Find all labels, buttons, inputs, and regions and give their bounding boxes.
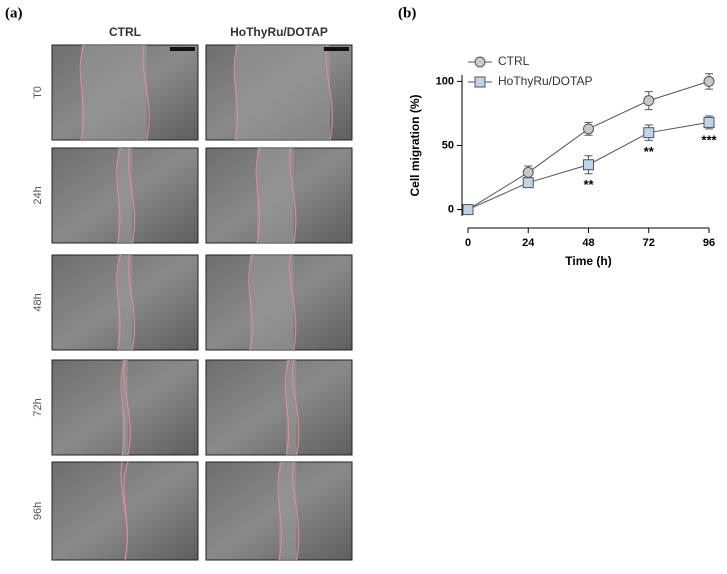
- wound-edge: [127, 147, 136, 244]
- wound-area: [249, 255, 294, 350]
- x-tick-label: 0: [465, 237, 471, 249]
- row-label: 96h: [32, 502, 44, 520]
- data-point: [462, 204, 474, 216]
- panel-label: (b): [398, 5, 416, 21]
- row-label: 48h: [32, 293, 44, 311]
- wound-edge: [123, 359, 131, 456]
- legend-marker: [474, 56, 486, 68]
- wound-area: [235, 45, 331, 140]
- wound-area: [286, 360, 297, 455]
- data-point: [703, 75, 715, 87]
- significance: **: [583, 177, 594, 192]
- legend-label: HoThyRu/DOTAP: [498, 74, 592, 88]
- wound-edge: [79, 44, 85, 141]
- wound-edge: [116, 254, 122, 351]
- wound-edge: [292, 461, 300, 561]
- wound-area: [81, 45, 147, 140]
- y-axis-label: Cell migration (%): [408, 94, 422, 196]
- data-point: [583, 123, 594, 135]
- wound-edge: [277, 461, 283, 561]
- data-point: [522, 177, 534, 189]
- legend-label: CTRL: [498, 54, 530, 68]
- wound-edge: [325, 44, 333, 141]
- significance: ***: [701, 132, 717, 147]
- wound-edge: [255, 147, 261, 244]
- wound-edge: [120, 359, 126, 456]
- wound-edge: [233, 44, 239, 141]
- x-tick-label: 24: [522, 237, 535, 249]
- column-header: HoThyRu/DOTAP: [230, 25, 328, 39]
- data-point: [703, 116, 715, 128]
- wound-edge: [292, 359, 300, 456]
- significance: **: [644, 144, 655, 159]
- legend-marker: [474, 76, 486, 88]
- x-tick-label: 48: [582, 237, 594, 249]
- data-point: [643, 127, 655, 139]
- data-point: [583, 159, 594, 171]
- x-axis-label: Time (h): [565, 254, 611, 268]
- y-tick-label: 100: [436, 75, 454, 87]
- wound-edge: [127, 254, 136, 351]
- wound-area: [257, 148, 294, 243]
- panel-label: (a): [5, 5, 23, 21]
- wound-edge: [289, 147, 297, 244]
- scale-bar: [324, 47, 349, 51]
- row-label: T0: [32, 86, 44, 99]
- data-point: [643, 95, 655, 107]
- wound-area: [122, 360, 128, 455]
- x-tick-label: 96: [703, 237, 715, 249]
- y-tick-label: 50: [442, 139, 454, 151]
- micrograph: [205, 359, 353, 456]
- wound-edge: [284, 359, 290, 456]
- row-label: 24h: [32, 186, 44, 204]
- wound-edge: [120, 461, 128, 561]
- row-label: 72h: [32, 398, 44, 416]
- x-tick-label: 72: [643, 237, 655, 249]
- wound-edge: [142, 44, 150, 141]
- wound-edge: [116, 147, 122, 244]
- data-point: [522, 166, 534, 178]
- scale-bar: [170, 47, 195, 51]
- y-tick-label: 0: [448, 203, 454, 215]
- wound-edge: [248, 254, 254, 351]
- wound-area: [279, 462, 297, 560]
- wound-edge: [289, 254, 297, 351]
- column-header: CTRL: [109, 25, 141, 39]
